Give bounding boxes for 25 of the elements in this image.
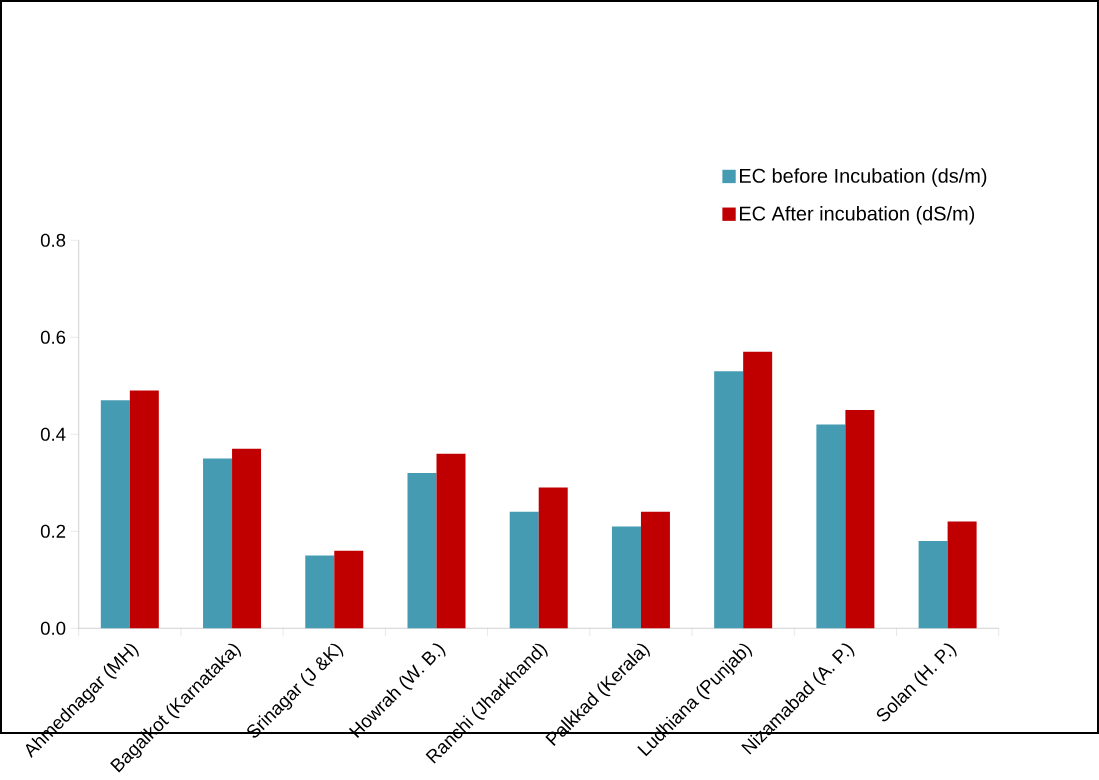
bar — [918, 540, 948, 629]
bar — [538, 487, 568, 629]
bar — [407, 473, 437, 629]
bar — [640, 511, 670, 629]
bar — [129, 390, 159, 629]
bar — [436, 453, 466, 629]
legend-label: EC After incubation (dS/m) — [739, 206, 975, 225]
bar — [714, 371, 744, 629]
bar — [816, 424, 846, 629]
bar — [232, 448, 262, 629]
bar — [100, 400, 130, 629]
bar — [947, 521, 977, 629]
y-tick-label: 0.4 — [40, 427, 66, 441]
bar — [845, 410, 875, 629]
bar — [305, 555, 335, 629]
y-tick-label: 0.0 — [40, 621, 66, 635]
y-tick-label: 0.8 — [40, 233, 66, 247]
y-tick-label: 0.6 — [40, 330, 66, 344]
bar — [611, 526, 641, 629]
bar — [334, 550, 364, 629]
bar — [743, 351, 773, 629]
y-tick-label: 0.2 — [40, 524, 66, 538]
legend-label: EC before Incubation (ds/m) — [739, 168, 987, 187]
bar — [203, 458, 233, 629]
bar — [509, 511, 539, 629]
